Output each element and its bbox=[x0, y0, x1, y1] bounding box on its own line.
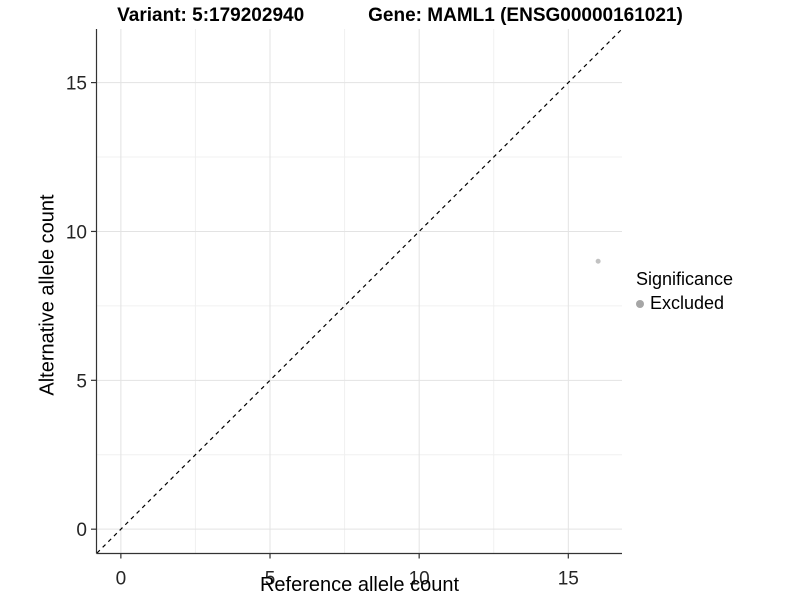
gene-title: Gene: MAML1 (ENSG00000161021) bbox=[368, 5, 683, 26]
variant-title: Variant: 5:179202940 bbox=[117, 5, 305, 26]
x-tick-label: 10 bbox=[409, 568, 430, 589]
y-tick-label: 5 bbox=[76, 371, 87, 392]
x-axis-title: Reference allele count bbox=[259, 574, 459, 596]
data-point bbox=[595, 258, 601, 264]
plot-title: Variant: 5:179202940 Gene: MAML1 (ENSG00… bbox=[0, 5, 800, 27]
legend-title: Significance bbox=[636, 269, 734, 289]
legend-key-dot-icon bbox=[636, 299, 644, 308]
x-tick-label: 0 bbox=[116, 568, 127, 589]
legend: Significance Excluded bbox=[636, 269, 733, 314]
x-tick-label: 5 bbox=[265, 568, 276, 589]
x-tick-label: 15 bbox=[558, 568, 579, 589]
y-tick-label: 10 bbox=[66, 222, 87, 243]
y-tick-label: 15 bbox=[66, 74, 87, 95]
legend-entry: Excluded bbox=[636, 293, 733, 314]
legend-entry-label: Excluded bbox=[650, 293, 725, 313]
y-axis-title: Alternative allele count bbox=[36, 194, 59, 396]
y-tick-label: 0 bbox=[76, 520, 87, 541]
identity-dashed-line bbox=[96, 28, 623, 554]
